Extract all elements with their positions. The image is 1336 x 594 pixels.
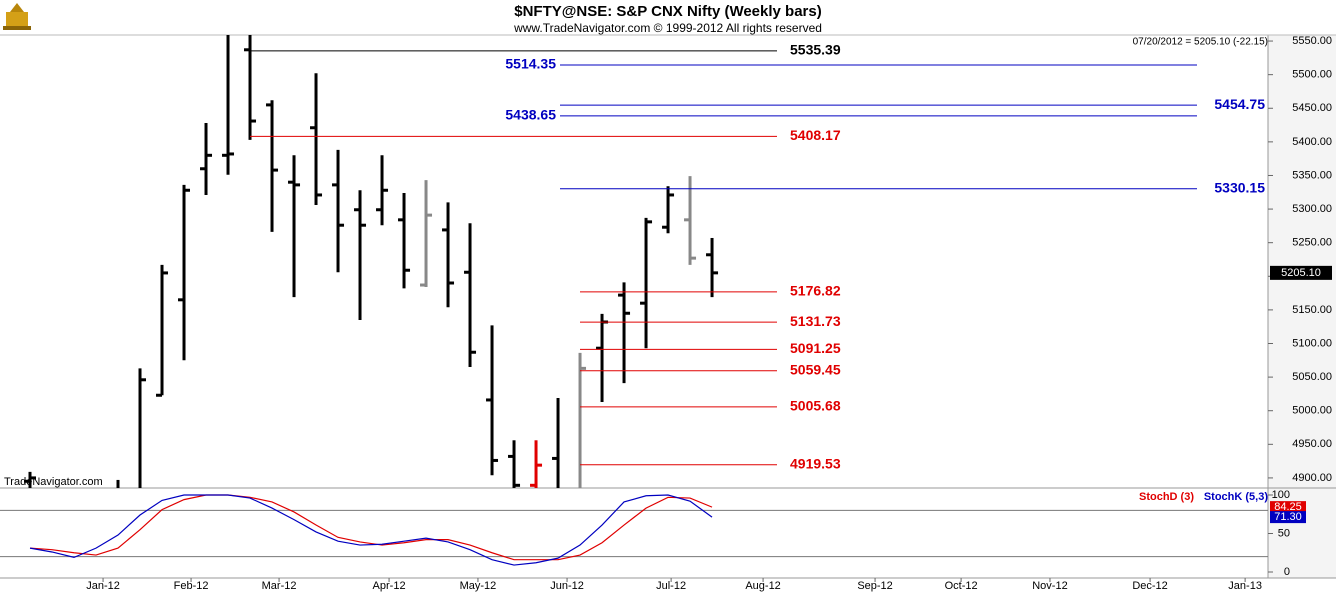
- x-tick-label: Dec-12: [1132, 580, 1167, 592]
- x-tick-label: Aug-12: [745, 580, 780, 592]
- x-tick-label: Sep-12: [857, 580, 892, 592]
- y-tick-label: 5350.00: [1292, 169, 1332, 181]
- subtitle: www.TradeNavigator.com © 1999-2012 All r…: [513, 21, 822, 35]
- y-tick-label: 4950.00: [1292, 438, 1332, 450]
- x-tick-label: Apr-12: [373, 580, 406, 592]
- y-tick-label: 5150.00: [1292, 304, 1332, 316]
- level-label: 5176.82: [790, 283, 841, 299]
- last-value-badge: [1270, 501, 1306, 514]
- level-label: 4919.53: [790, 455, 841, 471]
- indicator-line: [29, 494, 713, 566]
- level-label: 5454.75: [1214, 96, 1265, 112]
- level-label: 5535.39: [790, 42, 841, 58]
- level-label: 5091.25: [790, 340, 841, 356]
- indicator-panel: [0, 494, 1268, 566]
- x-tick-label: Oct-12: [945, 580, 978, 592]
- watermark: TradeNavigator.com: [4, 476, 103, 488]
- y-tick-label: 5450.00: [1292, 102, 1332, 114]
- legend-entry: StochD (3): [1139, 491, 1194, 503]
- y-tick-label: 5100.00: [1292, 337, 1332, 349]
- x-tick-label: Mar-12: [262, 580, 297, 592]
- x-tick-label: Jan-12: [86, 580, 120, 592]
- info: 07/20/2012 = 5205.10 (-22.15): [1133, 37, 1268, 48]
- last-value-badge: [1270, 511, 1306, 524]
- logo: [3, 3, 31, 30]
- y-tick-label: 5050.00: [1292, 371, 1332, 383]
- x-tick-label: Jan-13: [1228, 580, 1262, 592]
- indicator-tick-label: 0: [1284, 566, 1290, 578]
- x-tick-label: Jul-12: [656, 580, 686, 592]
- level-label: 5059.45: [790, 361, 841, 377]
- price-panel: [24, 35, 719, 488]
- y-tick-label: 5550.00: [1292, 35, 1332, 47]
- y-tick-label: 5250.00: [1292, 237, 1332, 249]
- indicator-tick-label: 50: [1278, 527, 1290, 539]
- indicator-line: [29, 494, 713, 561]
- legend-entry: StochK (5,3): [1204, 491, 1269, 503]
- y-tick-label: 5000.00: [1292, 405, 1332, 417]
- last-value-label: 71.30: [1274, 511, 1302, 523]
- level-label: 5330.15: [1214, 180, 1265, 196]
- y-tick-label: 4900.00: [1292, 472, 1332, 484]
- level-label: 5514.35: [505, 56, 556, 72]
- y-tick-label: 5400.00: [1292, 136, 1332, 148]
- indicator-tick-label: 100: [1272, 489, 1290, 501]
- last-value-label: 84.25: [1274, 501, 1302, 513]
- level-label: 5408.17: [790, 127, 841, 143]
- level-label: 5005.68: [790, 398, 841, 414]
- x-tick-label: Feb-12: [174, 580, 209, 592]
- y-tick-label: 5500.00: [1292, 69, 1332, 81]
- x-tick-label: Jun-12: [550, 580, 584, 592]
- chart-title: $NFTY@NSE: S&P CNX Nifty (Weekly bars): [514, 3, 821, 20]
- level-label: 5438.65: [505, 107, 556, 123]
- last-price-label: 5205.10: [1281, 267, 1321, 279]
- level-label: 5131.73: [790, 313, 841, 329]
- last-price-badge: [1270, 265, 1332, 280]
- x-tick-label: Nov-12: [1032, 580, 1067, 592]
- y-tick-label: 5300.00: [1292, 203, 1332, 215]
- x-tick-label: May-12: [460, 580, 497, 592]
